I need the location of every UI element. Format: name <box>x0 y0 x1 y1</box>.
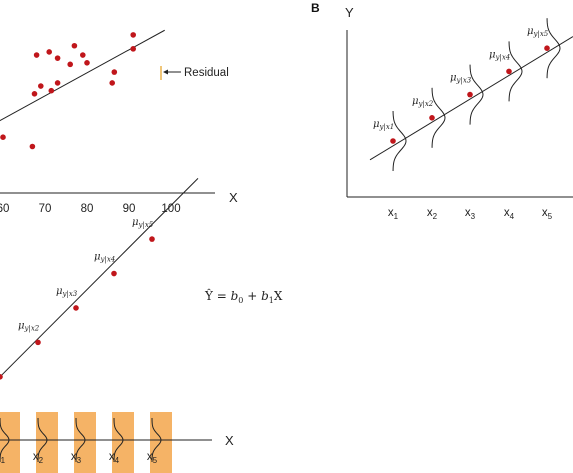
normal-curve <box>37 417 48 463</box>
data-point <box>29 143 36 150</box>
residual-label: Residual <box>184 67 229 79</box>
conditional-mean-point <box>506 68 512 75</box>
panel-b-y-axis-title: Y <box>345 5 354 20</box>
variance-band <box>36 412 58 473</box>
panel-b-tick-label: x1 <box>388 207 399 221</box>
panel-a-residual-annotation: Residual <box>160 66 229 80</box>
residual-arrow-head <box>163 69 168 75</box>
conditional-mean-point <box>149 236 155 242</box>
variance-band <box>112 412 134 473</box>
conditional-mean-label: μy|x3 <box>450 73 472 85</box>
conditional-mean-label: μy|x5 <box>132 217 154 229</box>
panel-c-tick-label: x1 <box>0 451 6 465</box>
panel-c-x-axis-title: X <box>225 433 234 448</box>
panel-a-tick-label: 90 <box>123 203 136 215</box>
conditional-mean-label: μy|x2 <box>412 96 434 108</box>
conditional-mean-label: μy|x3 <box>56 286 78 298</box>
conditional-mean-point <box>73 305 79 311</box>
normal-curve <box>0 417 10 463</box>
panel-c-content: x1 μy|x2 x2 μy|x3 x3 μy|x4 x4 μy|x5 x5 <box>0 177 199 465</box>
data-point <box>38 83 44 89</box>
panel-c-tick-label: x3 <box>71 451 82 465</box>
panel-c-tick-label: x2 <box>33 451 44 465</box>
data-point <box>33 52 40 58</box>
panel-b-letter: B <box>311 1 320 15</box>
panel-a-regression-line <box>0 29 165 122</box>
data-point <box>111 69 118 75</box>
variance-band <box>74 412 96 473</box>
normal-curve <box>75 417 86 463</box>
conditional-mean-point <box>429 115 435 121</box>
data-point <box>109 80 115 86</box>
normal-curve <box>508 41 523 102</box>
data-point <box>0 134 6 140</box>
conditional-mean-point <box>544 45 550 51</box>
data-point <box>80 52 86 58</box>
conditional-mean-point <box>111 270 117 277</box>
data-point <box>71 42 78 49</box>
conditional-mean-point <box>390 138 396 144</box>
data-point <box>31 91 38 97</box>
conditional-mean-label: μy|x1 <box>373 119 394 131</box>
conditional-mean-label: μy|x5 <box>527 26 549 38</box>
panel-a-scatter-plot: 60 70 80 90 100 X Residual <box>0 29 238 215</box>
normal-curve <box>113 417 124 463</box>
normal-curve <box>392 110 407 172</box>
conditional-mean-label: μy|x4 <box>489 49 510 61</box>
conditional-mean-point <box>0 374 3 380</box>
conditional-mean-point <box>35 339 41 346</box>
panel-a-tick-label: 80 <box>81 203 94 215</box>
panel-b-tick-label: x5 <box>542 207 553 221</box>
panel-c-tick-label: x4 <box>109 451 120 465</box>
conditional-mean-label: μy|x2 <box>18 320 40 332</box>
data-point <box>130 46 136 52</box>
variance-band <box>150 412 172 473</box>
panel-a-tick-label: 60 <box>0 203 9 215</box>
normal-curve <box>151 417 162 463</box>
panel-c-regression-line <box>0 177 199 378</box>
panel-a-points <box>0 32 136 150</box>
panel-a-x-ticks: 60 70 80 90 100 <box>0 203 181 215</box>
data-point <box>130 32 136 38</box>
panel-b-mean-line <box>369 36 573 161</box>
data-point <box>54 55 61 61</box>
normal-curve <box>546 18 561 79</box>
variance-band <box>0 412 20 473</box>
data-point <box>48 87 55 94</box>
normal-curve <box>469 64 484 125</box>
data-point <box>84 60 90 66</box>
panel-b-content: μy|x1 x1 μy|x2 x2 μy|x3 x3 μy|x4 x4 μy|x5 x5 <box>369 18 573 221</box>
panel-b-conditional-means: B Y μy|x1 x1 μy|x2 x2 μy|x3 x3 μy|x4 x4 μy|x5 x5 <box>311 1 573 221</box>
regression-equation: Ŷ = b0 + b1X <box>204 288 283 305</box>
panel-b-tick-label: x2 <box>427 207 438 221</box>
panel-b-tick-label: x4 <box>504 207 515 221</box>
data-point <box>46 49 52 55</box>
panel-a-tick-label: 70 <box>39 203 52 215</box>
regression-line <box>0 29 165 122</box>
panel-a-tick-label: 100 <box>161 203 180 215</box>
panel-c-equal-variance: X x1 μy|x2 x2 μy|x3 x3 μy|x4 x4 μy|x5 x5 Ŷ = b0 … <box>0 177 283 473</box>
conditional-mean-point <box>467 91 473 98</box>
data-point <box>67 61 73 68</box>
data-point <box>54 80 61 86</box>
panel-a-x-axis-title: X <box>229 190 238 205</box>
conditional-mean-label: μy|x4 <box>94 252 115 264</box>
panel-b-tick-label: x3 <box>465 207 476 221</box>
normal-curve <box>431 87 446 148</box>
panel-c-tick-label: x5 <box>147 451 158 465</box>
panel-c-bands <box>0 412 172 473</box>
